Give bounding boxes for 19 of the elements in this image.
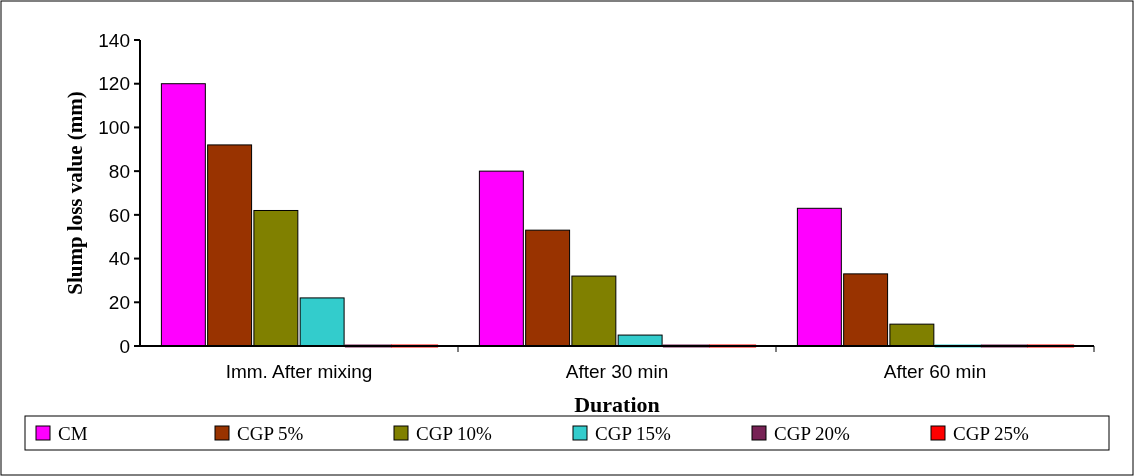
- x-tick-label: After 60 min: [883, 361, 987, 382]
- y-tick-label: 120: [98, 73, 130, 95]
- x-tick-label: Imm. After mixing: [225, 361, 373, 382]
- legend-label: CGP 20%: [774, 422, 851, 444]
- legend-label: CGP 25%: [953, 422, 1030, 444]
- x-axis-title: Duration: [574, 392, 660, 417]
- y-tick-label: 80: [108, 160, 130, 182]
- legend-label: CM: [58, 422, 88, 444]
- y-tick-label: 100: [98, 117, 130, 139]
- y-tick-label: 20: [108, 291, 130, 313]
- legend-label: CGP 15%: [595, 422, 672, 444]
- x-tick-label: After 30 min: [565, 361, 669, 382]
- y-axis-title: Slump loss value (mm): [63, 91, 87, 295]
- y-tick-label: 0: [119, 335, 130, 357]
- legend-label: CGP 10%: [416, 422, 493, 444]
- y-tick-label: 140: [98, 29, 130, 51]
- y-tick-label: 60: [108, 204, 130, 226]
- legend-label: CGP 5%: [237, 422, 304, 444]
- y-tick-label: 40: [108, 248, 130, 270]
